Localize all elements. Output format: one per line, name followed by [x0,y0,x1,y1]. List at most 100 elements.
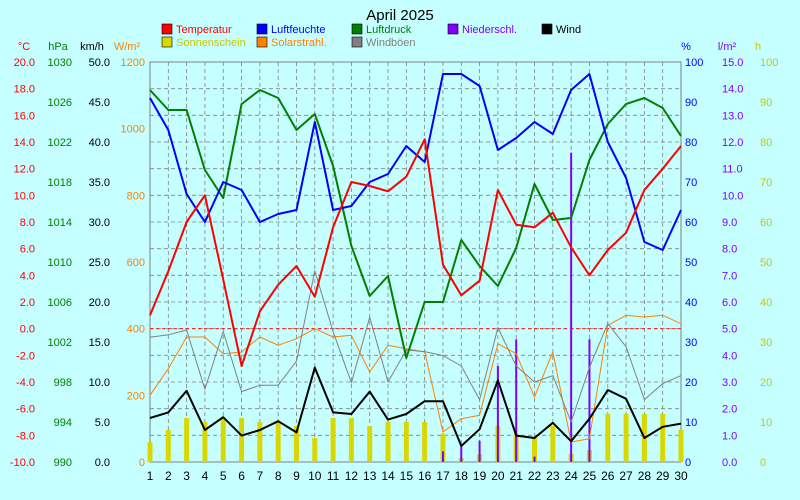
wind-axis-unit: km/h [80,41,104,53]
series-marks [147,73,684,462]
sunshine-bar [202,422,208,462]
temperature-line [149,138,682,367]
legend-swatch-gusts [351,36,363,48]
precipitation-tick-label: 7.0 [722,270,737,282]
x-tick-label: 16 [418,469,432,483]
temperature-tick-label: 16.0 [14,110,35,122]
pressure-tick-label: 1030 [48,57,72,69]
legend-label-radiation: Solarstrahl. [271,37,327,49]
grid-lines [149,61,682,463]
pressure-tick-label: 998 [54,377,72,389]
plot-background [149,61,682,463]
sunshine-bar [440,434,446,462]
humidity-tick-label: 0 [685,457,691,469]
temperature-tick-label: 6.0 [20,244,35,256]
temperature-tick-label: -8.0 [16,430,35,442]
precipitation-tick-label: 0.0 [722,457,737,469]
x-tick-label: 8 [275,469,282,483]
pressure-tick-label: 1006 [48,297,72,309]
chart-title: April 2025 [366,7,434,24]
temperature-tick-label: 10.0 [14,190,35,202]
sunshine-bar [550,426,556,462]
sunshine-bar [293,426,299,462]
legend-item-humidity: Luftfeuchte [256,23,325,36]
wind-tick-label: 35.0 [89,177,110,189]
wind-tick-label: 10.0 [89,377,110,389]
sunshine-bar [275,422,281,462]
sunshine-bar [422,422,428,462]
sunshine-bar [348,418,354,462]
sunshine-tick-label: 60 [760,217,772,229]
sunshine-tick-label: 0 [760,457,766,469]
temperature-tick-label: -6.0 [16,404,35,416]
precipitation-bars [441,152,591,462]
radiation-axis: W/m² 1200 1000 800 600 400 200 0 [114,41,145,469]
humidity-tick-label: 70 [685,177,697,189]
x-tick-label: 2 [165,469,172,483]
precipitation-bar [533,456,536,462]
legend-swatch-temperature [161,23,173,35]
legend-swatch-wind [541,23,553,35]
temperature-tick-label: 8.0 [20,217,35,229]
legend-item-sunshine: Sonnenschein [161,36,246,49]
humidity-tick-label: 10 [685,417,697,429]
legend-item-pressure: Luftdruck [351,23,412,36]
x-tick-label: 23 [546,469,560,483]
precipitation-axis: l/m² 15.0 14.0 13.0 12.0 11.0 10.0 9.0 8.0 7.0 6.0… [718,41,744,469]
precipitation-bar [515,339,518,462]
legend-item-wind: Wind [541,23,581,36]
sunshine-bar [403,422,409,462]
legend-swatch-pressure [351,23,363,35]
x-tick-label: 24 [564,469,578,483]
x-tick-label: 15 [400,469,414,483]
wind-tick-label: 30.0 [89,217,110,229]
x-tick-label: 12 [345,469,359,483]
humidity-axis-unit: % [681,41,691,53]
precipitation-tick-label: 11.0 [722,164,743,176]
x-tick-label: 9 [293,469,300,483]
temperature-tick-label: -2.0 [16,350,35,362]
wind-tick-label: 15.0 [89,337,110,349]
precipitation-bar [460,446,463,462]
sunshine-bar [532,438,538,462]
precipitation-tick-label: 5.0 [722,324,737,336]
legend-item-gusts: Windböen [351,36,416,49]
precipitation-bar [441,451,444,462]
sunshine-bar [623,414,629,462]
wind-tick-label: 0.0 [95,457,110,469]
x-tick-label: 26 [601,469,615,483]
sunshine-bar [239,418,245,462]
wind-tick-label: 40.0 [89,137,110,149]
legend-label-temperature: Temperatur [176,24,232,36]
temperature-tick-label: 4.0 [20,270,35,282]
sunshine-bar [385,422,391,462]
x-tick-label: 19 [473,469,487,483]
temperature-tick-label: -4.0 [16,377,35,389]
temperature-axis: °C 20.0 18.0 16.0 14.0 12.0 10.0 8.0 6.0 4.0 2.0 0.… [10,41,35,469]
humidity-tick-label: 40 [685,297,697,309]
legend-label-pressure: Luftdruck [366,24,412,36]
legend-item-temperature: Temperatur [161,23,232,36]
x-tick-label: 21 [510,469,524,483]
precipitation-tick-label: 1.0 [722,430,737,442]
x-tick-label: 27 [619,469,633,483]
precipitation-tick-label: 13.0 [722,110,743,122]
sunshine-tick-label: 90 [760,97,772,109]
legend-label-wind: Wind [556,24,581,36]
sunshine-tick-label: 50 [760,257,772,269]
x-tick-label: 29 [656,469,670,483]
x-axis: 1 2 3 4 5 6 7 8 9 10 11 12 13 14 15 16 17 18 19 20 21 22 23 24 2… [147,469,688,483]
sunshine-bar [678,430,684,462]
temperature-tick-label: 0.0 [20,324,35,336]
radiation-tick-label: 800 [127,190,145,202]
x-tick-label: 11 [327,469,340,483]
precipitation-bar [588,339,591,462]
x-tick-label: 6 [238,469,245,483]
radiation-tick-label: 200 [127,390,145,402]
x-tick-label: 18 [455,469,469,483]
sunshine-bar [165,430,171,462]
legend-item-precipitation: Niederschl. [447,23,517,36]
x-tick-label: 13 [363,469,377,483]
pressure-tick-label: 1022 [48,137,72,149]
